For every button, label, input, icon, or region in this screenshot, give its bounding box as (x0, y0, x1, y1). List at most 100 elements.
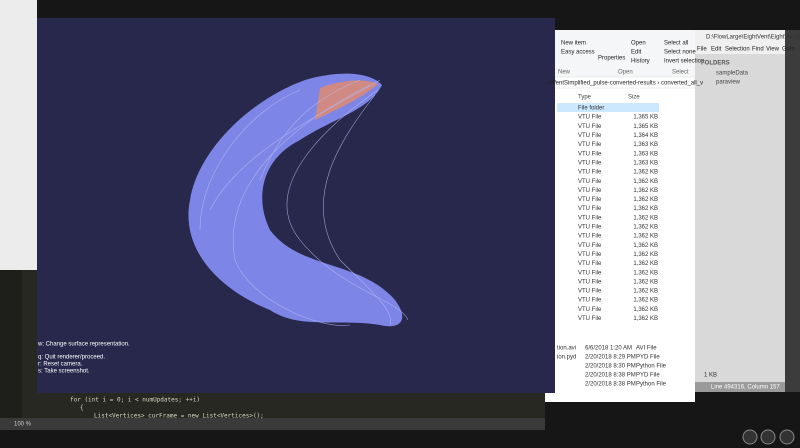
menu-item[interactable]: Goto (782, 47, 796, 53)
column-header: Size (628, 95, 640, 101)
body-shape (188, 73, 403, 327)
overlay-line: s: Take screenshot. (38, 369, 90, 375)
sublime-titlebar (695, 30, 785, 54)
file-type: PYD File (636, 373, 660, 379)
code-line: for (int i = 0; i < numUpdates; ++i) (70, 397, 200, 404)
taskbar-icon[interactable] (760, 429, 776, 445)
taskbar-icon[interactable] (779, 429, 795, 445)
explorer-window (545, 30, 695, 402)
right-strip (785, 30, 800, 392)
file-type: File folder (578, 106, 604, 112)
menu-item[interactable]: Find (752, 47, 764, 53)
overlay-line: q: Quit renderer/proceed. (38, 355, 105, 361)
file-type: VTU File (578, 289, 602, 295)
ribbon-group: New (558, 70, 571, 76)
file-size: 1,362 KB (633, 188, 658, 194)
file-size: 1,362 KB (633, 307, 658, 313)
ribbon-group: Open (618, 70, 633, 76)
strands (199, 79, 409, 326)
file-type: VTU File (578, 179, 602, 185)
file-size: 1,362 KB (633, 179, 658, 185)
file-type: VTU File (578, 206, 602, 212)
zoom-level: 100 % (14, 422, 32, 428)
gutter (0, 270, 22, 430)
file-type: VTU File (578, 215, 602, 221)
jellyfish-render (188, 73, 409, 327)
file-name: ion.pyd (557, 355, 576, 361)
overlay-line: w: Change surface representation. (37, 342, 130, 348)
file-type: VTU File (578, 234, 602, 240)
file-size: 1,363 KB (633, 142, 658, 148)
file-size: 1,363 KB (633, 160, 658, 166)
ribbon-button[interactable]: History (631, 59, 650, 65)
file-type: Python File (636, 364, 667, 370)
overlay-text: w: Change surface representation. q: Quit… (37, 342, 130, 375)
folder[interactable]: paraview (716, 80, 741, 86)
ribbon-button[interactable]: Properties (598, 56, 625, 62)
ribbon-button[interactable]: Open (631, 41, 646, 47)
file-size: 1,362 KB (633, 298, 658, 304)
menu-item[interactable]: View (766, 47, 780, 53)
file-type: VTU File (578, 151, 602, 157)
left-window (0, 0, 37, 270)
file-type: VTU File (578, 279, 602, 285)
file-type: VTU File (578, 225, 602, 231)
file-type: VTU File (578, 124, 602, 130)
file-type: VTU File (578, 261, 602, 267)
file-type: VTU File (578, 160, 602, 166)
file-size: 1,362 KB (633, 316, 658, 322)
file-type: VTU File (578, 252, 602, 258)
folder[interactable]: sampleData (716, 71, 749, 77)
ribbon-button[interactable]: Easy access (561, 50, 595, 56)
file-size: 1,362 KB (633, 170, 658, 176)
file-size: 1,362 KB (633, 206, 658, 212)
file-date: 2/20/2018 8:29 PM (585, 355, 636, 361)
selected-row (557, 103, 659, 112)
file-size: 1,362 KB (633, 243, 658, 249)
file-size: 1,365 KB (633, 115, 658, 121)
editor-status (0, 418, 545, 430)
file-size: 1,365 KB (633, 124, 658, 130)
menu-item[interactable]: Edit (711, 47, 722, 53)
file-size: 1,362 KB (633, 225, 658, 231)
file-type: VTU File (578, 170, 602, 176)
file-size: 1,362 KB (633, 261, 658, 267)
ribbon-button[interactable]: Invert selection (664, 59, 704, 65)
code-line: { (80, 405, 84, 412)
file-type: Python File (636, 382, 667, 388)
sidebar-panel (695, 54, 785, 384)
ribbon-button[interactable]: New item (561, 41, 586, 47)
file-size: 1 KB (704, 373, 717, 379)
file-size: 1,362 KB (633, 252, 658, 258)
file-size: 1,362 KB (633, 279, 658, 285)
file-date: 2/20/2018 8:30 PM (585, 364, 636, 370)
file-type: VTU File (578, 197, 602, 203)
file-size: 1,362 KB (633, 270, 658, 276)
folders-label: FOLDERS (701, 61, 730, 67)
column-header: Type (578, 95, 592, 101)
file-type: VTU File (578, 115, 602, 121)
breadcrumb: ntVentSimplified_pulse-converted-results… (547, 81, 703, 87)
menu-item[interactable]: File (697, 47, 707, 53)
ribbon-group: Select (672, 70, 689, 76)
file-type: VTU File (578, 133, 602, 139)
render-window (37, 18, 555, 393)
status-bar (695, 382, 785, 392)
file-type: VTU File (578, 270, 602, 276)
file-type: VTU File (578, 298, 602, 304)
menu-item[interactable]: Selection (725, 47, 750, 53)
file-type: AVI File (636, 346, 657, 352)
file-date: 2/20/2018 8:38 PM (585, 373, 636, 379)
ribbon-button[interactable]: Edit (631, 50, 642, 56)
ribbon-button[interactable]: Select all (664, 41, 688, 47)
ribbon-button[interactable]: Select none (664, 50, 696, 56)
code-line: List<Vertices> curFrame = new List<Verti… (94, 413, 264, 420)
file-type: VTU File (578, 307, 602, 313)
file-type: VTU File (578, 316, 602, 322)
ribbon (545, 30, 695, 77)
file-type: PYD File (636, 355, 660, 361)
taskbar-icon[interactable] (742, 429, 758, 445)
file-date: 6/6/2018 1:20 AM (585, 346, 632, 352)
